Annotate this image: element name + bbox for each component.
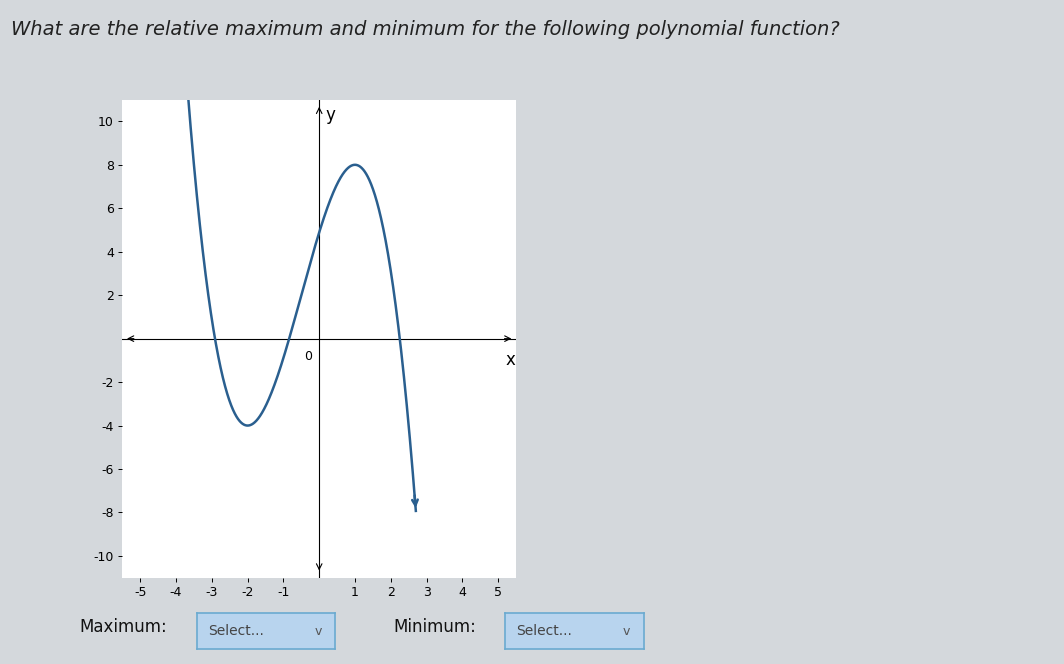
Text: Select...: Select...	[207, 624, 264, 638]
Text: Maximum:: Maximum:	[80, 618, 167, 637]
Text: Select...: Select...	[516, 624, 572, 638]
Text: v: v	[315, 625, 321, 637]
Text: 0: 0	[304, 349, 312, 363]
Text: What are the relative maximum and minimum for the following polynomial function?: What are the relative maximum and minimu…	[11, 20, 839, 39]
Text: x: x	[505, 351, 516, 369]
Text: y: y	[326, 106, 335, 124]
Text: Minimum:: Minimum:	[394, 618, 477, 637]
Text: v: v	[622, 625, 630, 637]
